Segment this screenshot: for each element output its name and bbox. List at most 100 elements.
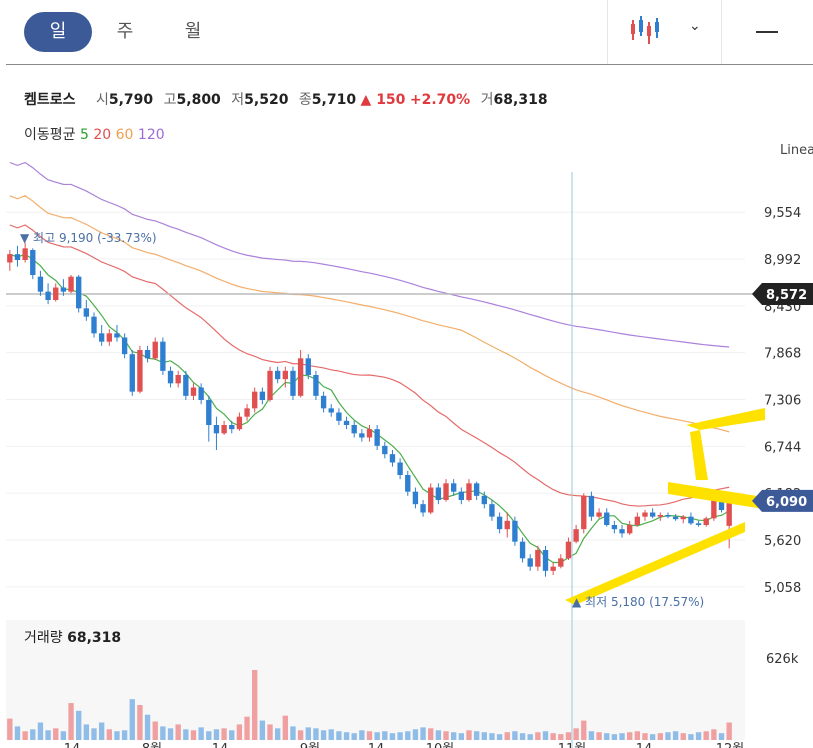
volume-bar <box>397 732 403 740</box>
volume-bar <box>282 715 288 740</box>
candle-body <box>389 454 396 463</box>
volume-bar <box>198 727 204 740</box>
candle-body <box>573 529 579 542</box>
volume-bar <box>297 730 304 740</box>
ma-legend-60[interactable]: 60 <box>115 127 134 143</box>
moving-average-legend: 이동평균 5 20 60 120 <box>24 124 165 144</box>
crosshair-price-tag <box>752 283 813 305</box>
volume-bar <box>565 732 572 740</box>
volume-bar <box>527 734 533 740</box>
volume-bar <box>466 730 472 740</box>
ma-legend-20[interactable]: 20 <box>93 127 112 143</box>
volume-bar <box>206 731 212 740</box>
candle-body <box>175 375 181 384</box>
tab-weekly[interactable]: 주 <box>116 21 134 42</box>
candle-body <box>60 287 67 292</box>
candle-body <box>519 541 526 559</box>
candlestick-chart-icon[interactable] <box>628 14 662 48</box>
x-tick-label: 10월 <box>426 742 455 748</box>
x-tick-label: 11월 <box>558 742 587 748</box>
volume-bar <box>167 728 174 740</box>
volume-bar <box>236 724 243 740</box>
ma-legend-label: 이동평균 <box>24 127 76 143</box>
volume-bar <box>550 733 556 740</box>
ma-line-5 <box>9 253 730 564</box>
candle-body <box>604 512 610 525</box>
change-percent: +2.70% <box>409 92 471 108</box>
volume-bar <box>642 733 648 740</box>
volume-bar <box>30 729 36 740</box>
volume-bar <box>14 726 21 740</box>
volume-value: 68,318 <box>493 92 548 108</box>
open-label: 시 <box>95 92 109 108</box>
low-label: 저 <box>231 92 245 108</box>
scale-toggle[interactable]: Linea <box>780 143 813 158</box>
candle-body <box>649 512 656 517</box>
stock-name: 켐트로스 <box>24 92 76 108</box>
candle-body <box>297 358 304 396</box>
volume-bar <box>726 722 732 740</box>
x-tick-label: 9월 <box>300 742 320 748</box>
candle-body <box>473 483 480 496</box>
volume-bar <box>695 732 702 740</box>
volume-bar <box>106 729 112 740</box>
candle-body <box>152 341 158 359</box>
volume-bar <box>305 727 311 740</box>
menu-icon[interactable] <box>756 31 778 33</box>
candle-body <box>512 520 518 542</box>
ma-legend-120[interactable]: 120 <box>137 127 165 143</box>
ma-line-20 <box>9 224 730 507</box>
volume-bar <box>336 731 342 740</box>
volume-bar <box>7 718 13 740</box>
candle-body <box>588 495 595 517</box>
tab-monthly[interactable]: 월 <box>184 21 202 42</box>
candle-body <box>535 550 541 567</box>
candle-body <box>558 558 564 567</box>
candle-body <box>451 483 457 492</box>
candle-body <box>726 500 732 526</box>
candle-body <box>496 516 503 530</box>
volume-bar <box>221 728 227 740</box>
volume-bar <box>213 729 220 740</box>
volume-bar <box>60 731 67 740</box>
volume-bar <box>649 734 656 740</box>
volume-title: 거래량 68,318 <box>24 627 121 647</box>
volume-bar <box>611 734 618 740</box>
change-value: ▲ 150 <box>360 92 406 108</box>
candle-body <box>274 370 281 380</box>
stock-summary: 켐트로스 시5,790 고5,800 저5,520 종5,710 ▲ 150 +… <box>24 89 548 109</box>
candle-body <box>619 529 625 534</box>
volume-bar <box>634 731 641 740</box>
volume-bar <box>152 721 158 740</box>
candle-body <box>22 248 28 260</box>
volume-bar <box>290 726 296 740</box>
volume-bar <box>581 720 587 740</box>
ma-legend-5[interactable]: 5 <box>79 127 89 143</box>
divider <box>721 0 722 64</box>
candle-body <box>53 287 59 300</box>
volume-bar <box>121 730 128 740</box>
chevron-down-icon[interactable]: ⌄ <box>689 18 701 34</box>
volume-panel <box>6 620 745 740</box>
header-divider <box>6 64 813 65</box>
volume-bar <box>558 734 564 740</box>
volume-bar <box>37 722 44 740</box>
volume-bar <box>703 731 709 740</box>
volume-bar <box>351 733 357 740</box>
candle-body <box>259 391 266 400</box>
candle-body <box>313 375 319 396</box>
candle-body <box>680 516 686 520</box>
volume-bar <box>718 733 725 740</box>
tab-daily[interactable]: 일 <box>24 12 92 52</box>
volume-bar <box>374 732 380 740</box>
volume-bar <box>313 728 319 740</box>
candle-body <box>366 429 373 438</box>
y-tick-label: 7,306 <box>764 394 801 409</box>
y-tick-label: 5,058 <box>764 581 801 596</box>
candle-body <box>305 358 311 375</box>
candle-body <box>114 333 120 338</box>
candle-body <box>565 541 572 559</box>
volume-bar <box>596 732 602 740</box>
candle-body <box>7 254 13 263</box>
